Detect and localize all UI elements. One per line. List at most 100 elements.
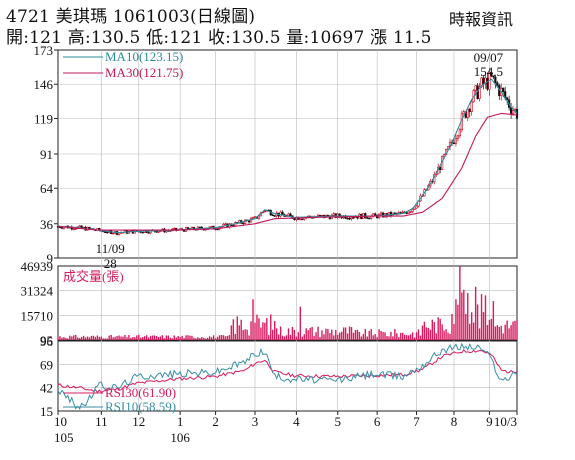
volume-bar xyxy=(185,335,187,340)
volume-bar xyxy=(333,335,335,340)
volume-bar xyxy=(439,318,441,340)
volume-bar xyxy=(201,337,203,340)
candle-body xyxy=(224,223,227,225)
candle-body xyxy=(494,76,497,84)
candle-body xyxy=(415,205,418,209)
volume-bar xyxy=(281,335,284,340)
volume-bar xyxy=(437,317,439,340)
volume-bar xyxy=(98,336,101,340)
candle-body xyxy=(157,231,160,233)
volume-bar xyxy=(258,318,260,340)
volume-bar xyxy=(69,335,71,340)
price-tick-label: 9 xyxy=(47,251,54,266)
volume-bar xyxy=(285,335,288,340)
volume-panel-frame xyxy=(57,265,518,341)
volume-bar xyxy=(504,324,506,340)
candle-body xyxy=(454,138,458,144)
volume-bar xyxy=(94,336,97,340)
volume-bar xyxy=(354,330,357,340)
volume-tick-label: 46939 xyxy=(21,259,54,274)
time-tick-label: 2 xyxy=(212,414,219,429)
volume-bar xyxy=(382,331,384,340)
volume-bar xyxy=(287,328,290,340)
volume-tick-label: 95 xyxy=(40,333,53,348)
volume-bar xyxy=(181,335,183,340)
volume-tick-label: 31324 xyxy=(21,284,54,299)
volume-bar xyxy=(366,336,368,340)
volume-bar xyxy=(250,321,252,340)
volume-bar xyxy=(370,328,372,340)
volume-bar xyxy=(67,338,69,340)
volume-bar xyxy=(120,336,122,340)
volume-bar xyxy=(59,336,61,340)
volume-bar xyxy=(293,329,296,340)
time-tick-label: 5 xyxy=(334,414,341,429)
rsi-tick-label: 42 xyxy=(40,381,53,396)
candle-body xyxy=(289,213,292,217)
volume-bar xyxy=(325,328,327,340)
volume-bar xyxy=(384,332,386,340)
candle-body xyxy=(413,207,416,210)
candle-body xyxy=(173,227,176,230)
chart-title: 4721 美琪瑪 1061003(日線圖) xyxy=(6,7,256,27)
price-tick-label: 91 xyxy=(40,147,53,162)
volume-bar xyxy=(352,332,355,340)
candle-body xyxy=(106,231,109,234)
volume-bar xyxy=(264,322,266,340)
year-label: 106 xyxy=(170,430,190,445)
volume-bar xyxy=(270,314,272,340)
volume-bar xyxy=(508,328,510,340)
candle-body xyxy=(78,225,81,228)
volume-bar xyxy=(289,334,292,340)
low-date-label: 11/09 xyxy=(96,241,125,256)
candle-body xyxy=(452,142,456,145)
volume-bar xyxy=(163,338,166,340)
volume-bar xyxy=(191,335,193,340)
rsi-panel-frame xyxy=(57,340,518,412)
candle-body xyxy=(271,214,274,217)
volume-bar xyxy=(409,334,412,340)
volume-bar xyxy=(208,336,211,340)
volume-bar xyxy=(187,335,189,340)
volume-bar xyxy=(63,337,65,340)
volume-bar xyxy=(236,316,238,340)
year-label: 105 xyxy=(54,430,74,445)
volume-bar xyxy=(142,337,144,340)
volume-bar xyxy=(317,326,319,340)
legend-rsi10: RSI10(58.59) xyxy=(105,399,176,414)
ma-line-ma30 xyxy=(57,112,518,231)
volume-bar xyxy=(425,327,428,340)
volume-bar xyxy=(415,332,418,340)
volume-bar xyxy=(331,329,333,340)
candle-body xyxy=(332,213,335,216)
volume-bar xyxy=(364,328,367,340)
time-tick-label: 3 xyxy=(252,414,259,429)
volume-bar xyxy=(260,327,262,340)
candle-body xyxy=(372,213,375,217)
volume-bar xyxy=(277,334,280,340)
volume-bar xyxy=(362,334,365,340)
volume-bar xyxy=(183,338,185,340)
volume-bar xyxy=(226,335,229,340)
volume-bar xyxy=(279,326,282,340)
time-tick-label: 1 xyxy=(177,414,184,429)
volume-bar xyxy=(80,336,83,340)
volume-bar xyxy=(167,335,170,340)
candle-body xyxy=(490,72,493,77)
volume-bar xyxy=(254,322,256,340)
volume-bar xyxy=(510,325,512,340)
volume-bar xyxy=(159,336,162,340)
volume-bar xyxy=(484,295,487,340)
volume-bar xyxy=(404,334,406,340)
volume-bar xyxy=(472,322,475,340)
volume-bar xyxy=(498,326,500,340)
data-source-label: 時報資訊 xyxy=(449,10,514,29)
volume-bar xyxy=(297,332,300,340)
time-tick-label: 8 xyxy=(451,414,458,429)
volume-bar xyxy=(413,337,416,340)
volume-bar xyxy=(86,336,89,340)
volume-bar xyxy=(224,336,227,340)
candle-body xyxy=(281,211,284,216)
volume-bar xyxy=(506,320,508,340)
volume-bar xyxy=(386,336,388,340)
